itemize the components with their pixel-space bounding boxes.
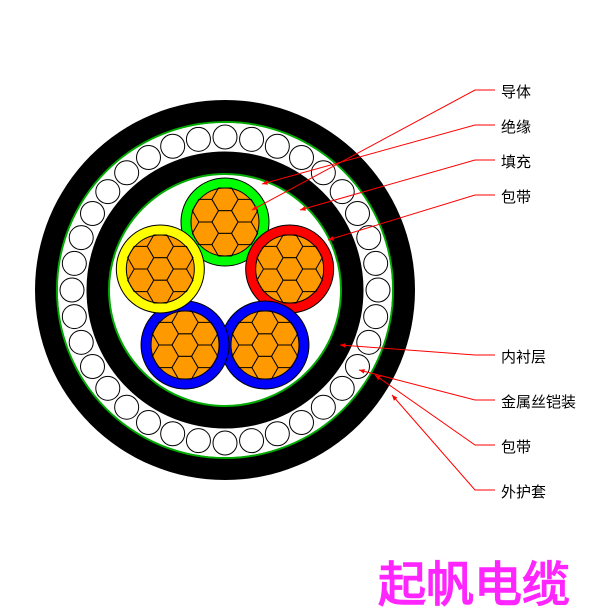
label-outer_sheath: 外护套 bbox=[501, 481, 546, 502]
label-armor: 金属丝铠装 bbox=[501, 391, 576, 412]
label-inner_lining: 内衬层 bbox=[501, 346, 546, 367]
label-conductor: 导体 bbox=[501, 81, 531, 102]
watermark: 起帆电缆 bbox=[378, 545, 570, 615]
label-insulation: 绝缘 bbox=[501, 116, 531, 137]
label-filler: 填充 bbox=[501, 151, 531, 172]
label-tape2: 包带 bbox=[501, 436, 531, 457]
label-tape1: 包带 bbox=[501, 186, 531, 207]
